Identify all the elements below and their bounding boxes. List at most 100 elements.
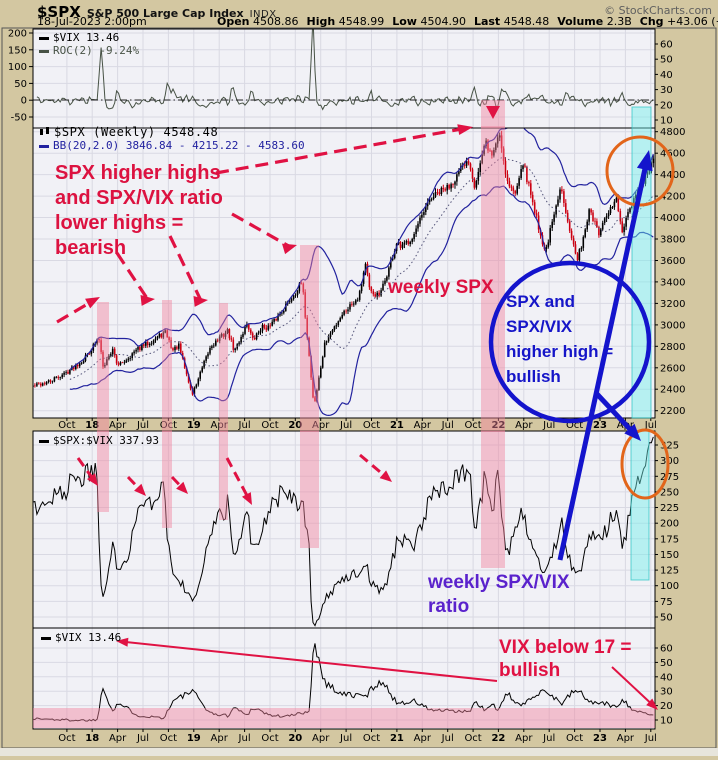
svg-text:100: 100 bbox=[660, 581, 679, 592]
svg-text:60: 60 bbox=[660, 644, 673, 655]
svg-text:100: 100 bbox=[8, 62, 27, 73]
svg-text:50: 50 bbox=[660, 55, 673, 66]
svg-text:23: 23 bbox=[593, 420, 607, 431]
legend-bollinger: BB(20,2.0) 3846.84 - 4215.22 - 4583.60 bbox=[39, 139, 305, 152]
ticker-symbol: $SPX bbox=[37, 3, 81, 21]
legend-vix: $VIX 13.46 bbox=[39, 31, 139, 44]
svg-text:200: 200 bbox=[8, 29, 27, 40]
last-value: 4548.48 bbox=[503, 15, 550, 28]
legend-roc: ROC(2) -9.24% bbox=[39, 44, 139, 57]
svg-text:22: 22 bbox=[491, 733, 505, 744]
svg-text:Apr: Apr bbox=[211, 420, 229, 431]
svg-text:-50: -50 bbox=[11, 113, 27, 124]
svg-text:Jul: Jul bbox=[441, 733, 454, 744]
svg-text:50: 50 bbox=[660, 613, 673, 624]
svg-text:Jul: Jul bbox=[136, 733, 149, 744]
svg-text:325: 325 bbox=[660, 441, 679, 452]
svg-text:Apr: Apr bbox=[312, 420, 330, 431]
volume-label: Volume bbox=[557, 15, 604, 28]
chart-header: $SPX S&P 500 Large Cap Index INDX bbox=[37, 2, 277, 21]
svg-text:Jul: Jul bbox=[441, 420, 454, 431]
roc-panel-legend: $VIX 13.46 ROC(2) -9.24% bbox=[39, 31, 139, 57]
svg-text:Oct: Oct bbox=[464, 733, 481, 744]
line-swatch-icon bbox=[39, 36, 49, 40]
candlestick-icon bbox=[39, 127, 51, 137]
svg-text:2400: 2400 bbox=[660, 385, 685, 396]
svg-text:19: 19 bbox=[187, 733, 201, 744]
svg-text:Oct: Oct bbox=[363, 420, 380, 431]
high-label: High bbox=[306, 15, 336, 28]
svg-text:250: 250 bbox=[660, 487, 679, 498]
page-bottom-strip bbox=[0, 748, 718, 756]
svg-text:Apr: Apr bbox=[211, 733, 229, 744]
high-value: 4548.99 bbox=[338, 15, 385, 28]
svg-text:150: 150 bbox=[660, 550, 679, 561]
svg-text:Jul: Jul bbox=[339, 420, 352, 431]
svg-text:4800: 4800 bbox=[660, 127, 685, 138]
index-name: S&P 500 Large Cap Index bbox=[86, 7, 244, 20]
svg-text:Oct: Oct bbox=[261, 420, 278, 431]
svg-text:20: 20 bbox=[288, 420, 302, 431]
svg-text:275: 275 bbox=[660, 472, 679, 483]
svg-text:Apr: Apr bbox=[109, 733, 127, 744]
svg-text:4200: 4200 bbox=[660, 192, 685, 203]
weekly-spx-label: weekly SPX bbox=[388, 277, 494, 298]
svg-text:30: 30 bbox=[660, 85, 673, 96]
bearish-annotation: SPX higher highs and SPX/VIX ratio lower… bbox=[55, 162, 223, 259]
open-value: 4508.86 bbox=[253, 15, 299, 28]
svg-text:21: 21 bbox=[390, 733, 404, 744]
svg-text:175: 175 bbox=[660, 534, 679, 545]
svg-text:125: 125 bbox=[660, 566, 679, 577]
svg-text:Jul: Jul bbox=[136, 420, 149, 431]
svg-text:Oct: Oct bbox=[261, 733, 278, 744]
svg-text:Apr: Apr bbox=[515, 733, 533, 744]
vix-panel-legend: $VIX 13.46 bbox=[41, 631, 121, 644]
svg-text:Jul: Jul bbox=[644, 733, 657, 744]
vix-below-17-annotation: VIX below 17 = bullish bbox=[499, 637, 632, 681]
open-label: Open bbox=[217, 15, 250, 28]
svg-text:Oct: Oct bbox=[566, 420, 583, 431]
svg-text:200: 200 bbox=[660, 519, 679, 530]
svg-text:Jul: Jul bbox=[542, 733, 555, 744]
svg-text:0: 0 bbox=[21, 96, 27, 107]
svg-text:Jul: Jul bbox=[644, 420, 657, 431]
copyright: © StockCharts.com bbox=[604, 4, 712, 17]
svg-text:30: 30 bbox=[660, 687, 673, 698]
legend-spx: $SPX (Weekly) 4548.48 bbox=[39, 126, 305, 139]
svg-text:Oct: Oct bbox=[566, 733, 583, 744]
svg-text:10: 10 bbox=[660, 716, 673, 727]
svg-text:300: 300 bbox=[660, 456, 679, 467]
chg-value: +43.06 (+0.96%) bbox=[667, 15, 718, 28]
svg-text:22: 22 bbox=[491, 420, 505, 431]
line-swatch-icon bbox=[39, 439, 49, 443]
svg-text:18: 18 bbox=[85, 420, 99, 431]
svg-text:10: 10 bbox=[660, 116, 673, 127]
svg-text:Apr: Apr bbox=[617, 420, 635, 431]
spx-panel-legend: $SPX (Weekly) 4548.48 BB(20,2.0) 3846.84… bbox=[39, 126, 305, 152]
svg-text:Jul: Jul bbox=[238, 420, 251, 431]
volume-value: 2.3B bbox=[606, 15, 632, 28]
svg-text:Apr: Apr bbox=[312, 733, 330, 744]
svg-text:4000: 4000 bbox=[660, 213, 685, 224]
svg-text:2200: 2200 bbox=[660, 406, 685, 417]
ratio-label-annotation: weekly SPX/VIX ratio bbox=[428, 572, 570, 617]
svg-text:20: 20 bbox=[660, 701, 673, 712]
quote-line: 18-Jul-2023 2:00pm Open 4508.86 High 4548.… bbox=[37, 15, 718, 28]
svg-text:4600: 4600 bbox=[660, 149, 685, 160]
svg-text:Apr: Apr bbox=[515, 420, 533, 431]
svg-text:Apr: Apr bbox=[617, 733, 635, 744]
quote-datetime: 18-Jul-2023 2:00pm bbox=[37, 15, 147, 28]
bullish-circle-annotation: SPX and SPX/VIX higher high = bullish bbox=[506, 292, 614, 386]
svg-text:Apr: Apr bbox=[414, 733, 432, 744]
svg-text:75: 75 bbox=[660, 597, 673, 608]
svg-text:2800: 2800 bbox=[660, 342, 685, 353]
line-swatch-icon bbox=[39, 49, 49, 53]
ratio-panel-legend: $SPX:$VIX 337.93 bbox=[39, 434, 159, 447]
line-swatch-icon bbox=[39, 144, 49, 148]
svg-text:3200: 3200 bbox=[660, 299, 685, 310]
svg-text:Oct: Oct bbox=[160, 420, 177, 431]
svg-text:40: 40 bbox=[660, 672, 673, 683]
svg-text:4400: 4400 bbox=[660, 170, 685, 181]
svg-text:Oct: Oct bbox=[464, 420, 481, 431]
legend-vix-bottom: $VIX 13.46 bbox=[41, 631, 121, 644]
